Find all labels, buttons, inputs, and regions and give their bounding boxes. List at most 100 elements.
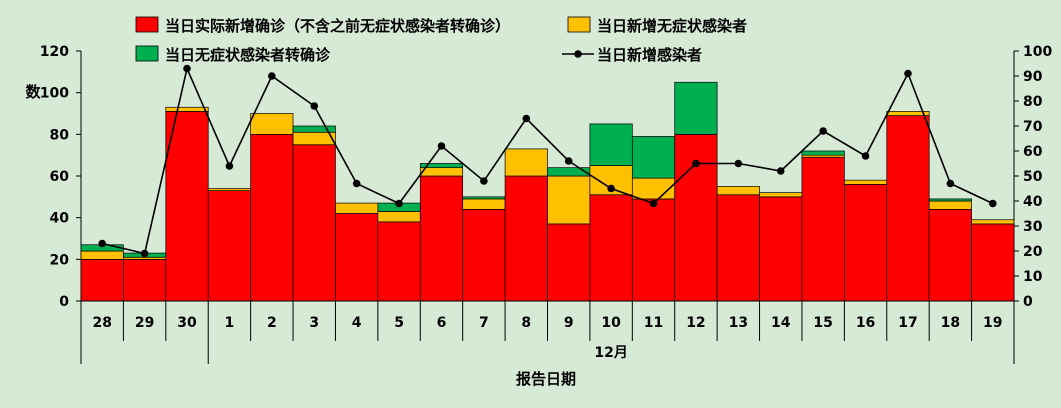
bar-18-s0 (928, 208, 972, 302)
x-tick-label-19: 19 (983, 315, 1002, 331)
bar-7-s2 (462, 196, 506, 200)
bar-9-s2 (547, 167, 591, 177)
bar-12-s2 (674, 81, 718, 135)
left-tick-label-3: 60 (50, 169, 70, 185)
line-point-3 (310, 102, 319, 110)
right-tick-label-1: 10 (1023, 269, 1043, 285)
left-tick-label-1: 20 (50, 252, 70, 268)
y-axis-label: 数 (25, 83, 41, 101)
line-point-17 (904, 69, 912, 78)
bar-28-s1 (80, 250, 124, 260)
right-tick-label-6: 60 (1023, 144, 1043, 160)
line-point-10 (607, 184, 615, 193)
line-point-11 (649, 199, 658, 208)
legend-label-3: 当日新增感染者 (597, 46, 702, 64)
bar-14-s0 (759, 196, 803, 302)
line-point-15 (819, 127, 827, 135)
bar-5-s0 (377, 221, 421, 302)
x-tick-label-29: 29 (135, 315, 154, 331)
bar-8-s0 (504, 175, 548, 302)
x-tick-label-1: 1 (225, 315, 235, 331)
line-point-2 (268, 72, 276, 80)
bars (80, 81, 1015, 302)
x-tick-label-30: 30 (177, 315, 197, 331)
line-point-8 (522, 114, 531, 123)
x-tick-label-10: 10 (601, 315, 621, 331)
legend: 当日实际新增确诊（不含之前无症状感染者转确诊） 当日新增无症状感染者当日无症状感染… (135, 16, 747, 64)
right-tick-label-10: 100 (1023, 44, 1052, 60)
x-tick-label-14: 14 (771, 315, 791, 331)
bar-16-s0 (844, 183, 888, 302)
bar-11-s2 (631, 136, 676, 179)
line-point-6 (437, 142, 446, 150)
line-point-30 (183, 64, 191, 73)
legend-swatch-0 (135, 16, 159, 33)
line-point-14 (776, 167, 785, 175)
right-tick-label-7: 70 (1023, 119, 1043, 135)
right-tick-label-8: 80 (1023, 94, 1043, 110)
bar-12-s0 (674, 133, 718, 302)
group-label-1: 12月 (594, 345, 627, 361)
left-tick-label-0: 0 (59, 294, 69, 310)
bar-9-s0 (547, 223, 591, 302)
right-tick-label-2: 20 (1023, 244, 1043, 260)
x-tick-label-15: 15 (813, 315, 832, 331)
x-tick-label-7: 7 (479, 315, 489, 331)
line-layer (98, 64, 997, 258)
x-tick-label-18: 18 (941, 315, 960, 331)
line-point-28 (98, 239, 107, 248)
x-axis-label: 报告日期 (516, 370, 576, 388)
legend-label-2: 当日无症状感染者转确诊 (165, 46, 331, 64)
legend-swatch-1 (567, 16, 591, 33)
legend-label-0: 当日实际新增确诊（不含之前无症状感染者转确诊） (165, 17, 510, 35)
line-point-5 (395, 199, 403, 208)
bar-7-s0 (462, 208, 506, 302)
bar-7-s1 (462, 198, 506, 210)
x-tick-label-8: 8 (521, 315, 531, 331)
bar-14-s1 (759, 192, 803, 198)
line-point-9 (564, 157, 573, 165)
bar-18-s2 (928, 198, 972, 202)
bar-8-s1 (504, 148, 548, 177)
bar-1-s1 (207, 188, 251, 191)
x-tick-label-13: 13 (729, 315, 748, 331)
bar-28-s0 (80, 258, 124, 302)
right-tick-label-5: 50 (1023, 169, 1043, 185)
line-point-1 (225, 162, 234, 170)
x-tick-label-4: 4 (352, 315, 362, 331)
line-point-12 (692, 159, 700, 168)
bar-2-s0 (250, 133, 294, 302)
left-tick-label-2: 40 (50, 211, 70, 227)
bar-3-s0 (292, 144, 336, 302)
left-tick-label-5: 100 (40, 86, 69, 102)
legend-label-1: 当日新增无症状感染者 (597, 17, 747, 35)
line-point-19 (988, 199, 997, 208)
bar-19-s1 (971, 219, 1015, 225)
line-point-18 (946, 179, 955, 188)
bar-10-s2 (589, 123, 633, 166)
bar-4-s1 (335, 202, 379, 214)
left-axis: 0 20 40 60 80 100 120 (40, 44, 82, 310)
right-tick-label-0: 0 (1023, 294, 1033, 310)
line-point-29 (140, 249, 149, 258)
bar-16-s1 (844, 179, 888, 185)
bar-1-s0 (207, 190, 251, 302)
bar-6-s1 (419, 167, 464, 177)
bar-2-s1 (250, 113, 294, 135)
bar-4-s0 (335, 213, 379, 302)
x-tick-label-2: 2 (267, 315, 277, 331)
bar-15-s0 (801, 156, 845, 302)
x-tick-label-9: 9 (564, 315, 574, 331)
line-point-4 (352, 179, 361, 188)
bar-19-s0 (971, 223, 1015, 302)
x-tick-label-12: 12 (686, 315, 705, 331)
bar-13-s1 (716, 186, 760, 196)
bar-17-s0 (886, 115, 930, 302)
bar-9-s1 (547, 175, 591, 225)
legend-item-2: 当日无症状感染者转确诊 (135, 45, 331, 64)
legend-item-0: 当日实际新增确诊（不含之前无症状感染者转确诊） (135, 16, 510, 35)
right-tick-label-4: 40 (1023, 194, 1043, 210)
